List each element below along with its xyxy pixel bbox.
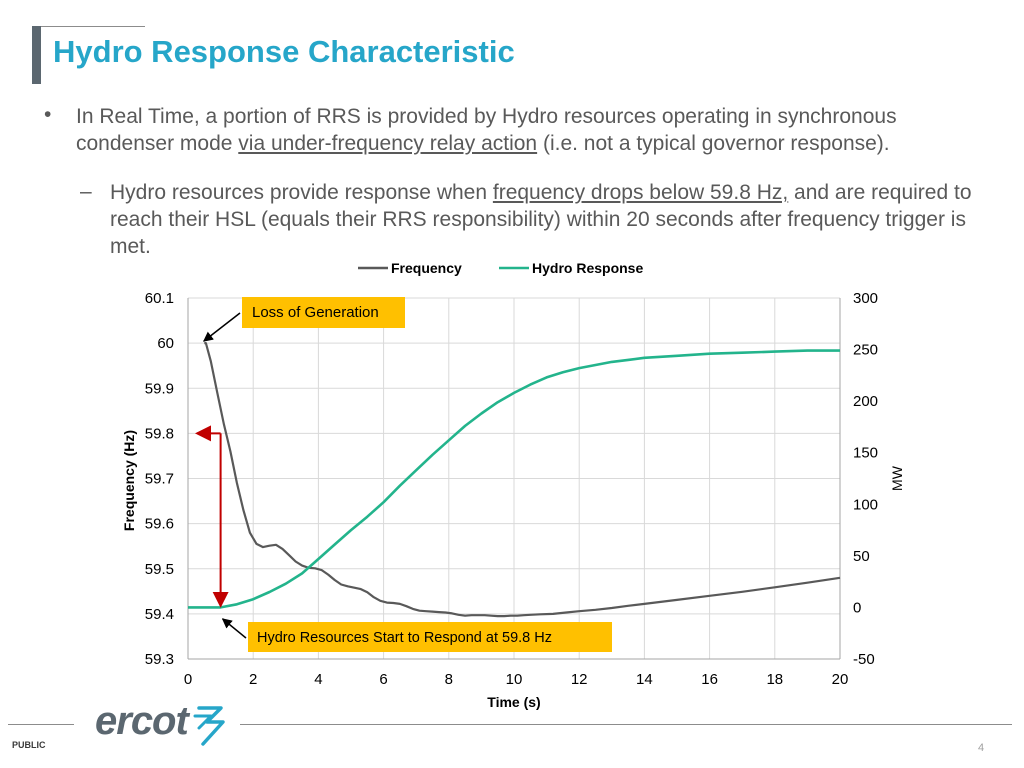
frequency-series-line — [204, 342, 841, 618]
y-left-tick-label: 59.5 — [145, 561, 174, 578]
y-right-tick-label: 250 — [853, 342, 878, 359]
y-left-tick-label: 59.8 — [145, 425, 174, 442]
y-right-tick-label: 100 — [853, 496, 878, 513]
bullet-text: (i.e. not a typical governor response). — [537, 132, 890, 155]
footer-divider — [240, 724, 1012, 725]
x-tick-label: 20 — [832, 671, 849, 688]
bullet-marker: • — [44, 103, 52, 126]
classification-label: PUBLIC — [12, 740, 46, 750]
y-left-tick-label: 59.7 — [145, 471, 174, 488]
x-tick-label: 2 — [249, 671, 257, 688]
x-tick-label: 0 — [184, 671, 192, 688]
callout-label: Loss of Generation — [252, 304, 379, 321]
y-left-tick-label: 59.4 — [145, 606, 174, 623]
logo-bolt-icon — [193, 706, 225, 746]
bullet-rrs-hydro: In Real Time, a portion of RRS is provid… — [76, 103, 996, 157]
title-accent-bar — [32, 26, 41, 84]
bullet-text: In Real Time, a portion of RRS is provid… — [76, 105, 897, 155]
x-tick-label: 14 — [636, 671, 653, 688]
y-right-tick-label: -50 — [853, 651, 875, 668]
y-axis-left-title: Frequency (Hz) — [121, 430, 137, 531]
y-right-tick-label: 50 — [853, 548, 870, 565]
underlined-phrase: frequency drops below 59.8 Hz, — [492, 181, 789, 204]
y-left-tick-label: 59.3 — [145, 651, 174, 668]
sub-bullet-frequency-trigger: Hydro resources provide response when fr… — [110, 179, 990, 260]
callout-arrow — [221, 618, 247, 639]
callout-label: Hydro Resources Start to Respond at 59.8… — [257, 630, 552, 646]
ercot-logo: ercot — [95, 700, 225, 746]
x-tick-label: 10 — [506, 671, 523, 688]
x-tick-label: 16 — [701, 671, 718, 688]
bullet-text: and are required to reach their HSL (equ… — [110, 181, 972, 258]
x-tick-label: 8 — [445, 671, 453, 688]
y-left-tick-label: 59.6 — [145, 516, 174, 533]
y-axis-right-title: MW — [889, 465, 905, 491]
callout-arrow — [202, 312, 241, 342]
y-right-tick-label: 200 — [853, 393, 878, 410]
x-tick-label: 4 — [314, 671, 322, 688]
slide-title: Hydro Response Characteristic — [53, 34, 515, 69]
logo-wordmark: ercot — [95, 700, 190, 743]
bullet-text: Hydro resources provide response when — [110, 181, 493, 204]
callout-box — [242, 297, 405, 328]
sub-bullet-marker: – — [80, 180, 92, 203]
x-tick-label: 18 — [766, 671, 783, 688]
page-number: 4 — [978, 742, 985, 754]
y-right-tick-label: 300 — [853, 290, 878, 307]
legend-label: Hydro Response — [532, 260, 643, 276]
y-right-tick-label: 150 — [853, 445, 878, 462]
footer-divider — [8, 724, 74, 725]
hydro-response-series-line — [188, 349, 840, 609]
y-left-tick-label: 60 — [157, 335, 174, 352]
x-axis-title: Time (s) — [487, 694, 540, 710]
y-left-tick-label: 59.9 — [145, 380, 174, 397]
callout-box — [248, 622, 612, 652]
x-tick-label: 12 — [571, 671, 588, 688]
y-left-tick-label: 60.1 — [145, 290, 174, 307]
title-accent-rule — [38, 26, 145, 27]
y-right-tick-label: 0 — [853, 599, 861, 616]
legend-label: Frequency — [391, 260, 462, 276]
underlined-phrase: via under-frequency relay action — [238, 132, 538, 155]
x-tick-label: 6 — [379, 671, 387, 688]
